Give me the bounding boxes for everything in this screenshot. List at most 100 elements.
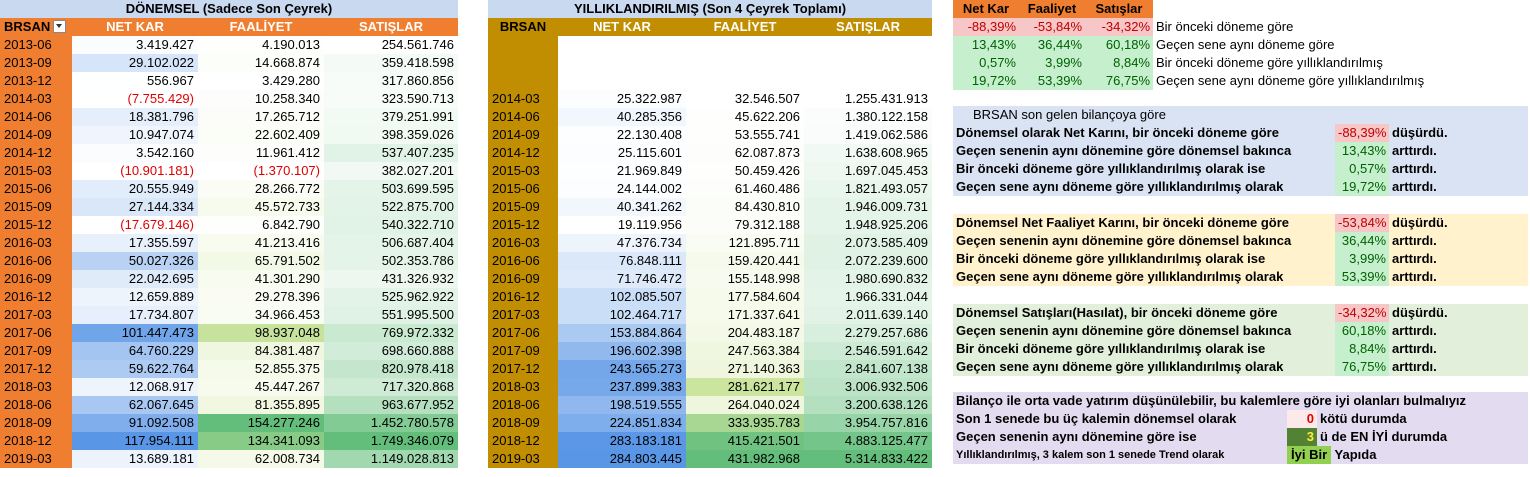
satis-analysis-row: Geçen sene aynı döneme göre yıllıklandır… (953, 358, 1528, 376)
middle-value-cell: 204.483.187 (686, 324, 804, 342)
left-value-cell: 17.265.712 (198, 108, 324, 126)
left-value-cell: 12.068.917 (72, 378, 198, 396)
middle-value-cell: 3.954.757.816 (804, 414, 932, 432)
middle-date-cell: 2014-12 (488, 144, 558, 162)
middle-value-cell: 171.337.641 (686, 306, 804, 324)
middle-value-cell: 198.519.555 (558, 396, 686, 414)
left-value-cell: 45.572.733 (198, 198, 324, 216)
middle-row: 2018-09 224.851.834 333.935.783 3.954.757.8… (488, 414, 932, 432)
analysis-percent: 36,44% (1335, 232, 1389, 250)
middle-table-title: YILLIKLANDIRILMIŞ (Son 4 Çeyrek Toplamı) (488, 0, 932, 18)
middle-value-cell: 196.602.398 (558, 342, 686, 360)
summary-percent-cell: 13,43% (953, 36, 1019, 54)
left-date-cell: 2013-12 (0, 72, 72, 90)
left-row: 2015-09 27.144.334 45.572.733 522.875.700 (0, 198, 458, 216)
middle-header-netkar: NET KAR (558, 18, 686, 36)
left-value-cell: 551.995.500 (324, 306, 458, 324)
middle-value-cell: 2.841.607.138 (804, 360, 932, 378)
middle-date-cell: 2016-09 (488, 270, 558, 288)
left-value-cell: 10.947.074 (72, 126, 198, 144)
middle-value-cell: 21.969.849 (558, 162, 686, 180)
left-value-cell: 537.407.235 (324, 144, 458, 162)
analysis-verdict: arttırdı. (1392, 269, 1437, 284)
summary-label-cell: Bir önceki döneme göre yıllıklandırılmış (1156, 55, 1383, 70)
middle-empty-row (488, 72, 932, 90)
analysis-percent: 76,75% (1335, 358, 1389, 376)
middle-row: 2017-03 102.464.717 171.337.641 2.011.639.1… (488, 306, 932, 324)
middle-value-cell: 3.200.638.126 (804, 396, 932, 414)
conclusion-line2-value: 0 (1287, 410, 1317, 428)
middle-date-cell: 2017-09 (488, 342, 558, 360)
middle-value-cell: 281.621.177 (686, 378, 804, 396)
summary-percent-cell: -53,84% (1019, 18, 1085, 36)
faaliyet-analysis-row: Geçen senenin aynı dönemine göre dönemse… (953, 232, 1528, 250)
netkar-analysis-row: Dönemsel olarak Net Karını, bir önceki d… (953, 124, 1528, 142)
left-value-cell: 769.972.332 (324, 324, 458, 342)
analysis-text: Bir önceki döneme göre yıllıklandırılmış… (956, 251, 1266, 266)
left-date-cell: 2019-03 (0, 450, 72, 468)
filter-dropdown-icon[interactable] (53, 20, 67, 34)
conclusion-line3-text: Geçen senenin aynı dönemine göre ise (956, 429, 1197, 444)
left-value-cell: 27.144.334 (72, 198, 198, 216)
analysis-text: Dönemsel olarak Net Karını, bir önceki d… (956, 125, 1279, 140)
conclusion-line3-tail: ü de EN İYİ durumda (1320, 429, 1448, 444)
left-row: 2014-06 18.381.796 17.265.712 379.251.991 (0, 108, 458, 126)
summary-row: -88,39% -53,84% -34,32% Bir önceki döneme g… (953, 18, 1528, 36)
middle-header-faaliyet: FAALİYET (686, 18, 804, 36)
summary-percent-table: Net Kar Faaliyet Satışlar -88,39% -53,84%… (953, 0, 1528, 90)
middle-value-cell: 102.085.507 (558, 288, 686, 306)
middle-row: 2017-06 153.884.864 204.483.187 2.279.257.6… (488, 324, 932, 342)
analysis-percent: 53,39% (1335, 268, 1389, 286)
middle-row: 2015-03 21.969.849 50.459.426 1.697.045.453 (488, 162, 932, 180)
left-date-cell: 2015-03 (0, 162, 72, 180)
left-value-cell: 820.978.418 (324, 360, 458, 378)
middle-value-cell: 1.980.690.832 (804, 270, 932, 288)
left-header-brsan[interactable]: BRSAN (0, 18, 72, 36)
left-row: 2014-09 10.947.074 22.602.409 398.359.026 (0, 126, 458, 144)
summary-row: 19,72% 53,39% 76,75% Geçen sene aynı döneme… (953, 72, 1528, 90)
left-date-cell: 2013-09 (0, 54, 72, 72)
left-value-cell: 502.353.786 (324, 252, 458, 270)
left-value-cell: 52.855.375 (198, 360, 324, 378)
middle-date-cell: 2017-03 (488, 306, 558, 324)
summary-percent-cell: 76,75% (1085, 72, 1153, 90)
middle-value-cell: 415.421.501 (686, 432, 804, 450)
middle-date-cell: 2019-03 (488, 450, 558, 468)
middle-value-cell: 1.966.331.044 (804, 288, 932, 306)
middle-row: 2014-09 22.130.408 53.555.741 1.419.062.586 (488, 126, 932, 144)
analysis-percent: 19,72% (1335, 178, 1389, 196)
middle-value-cell: 61.460.486 (686, 180, 804, 198)
analysis-verdict: düşürdü. (1392, 125, 1448, 140)
middle-value-cell: 224.851.834 (558, 414, 686, 432)
left-value-cell: 22.042.695 (72, 270, 198, 288)
summary-label-cell: Geçen sene aynı döneme göre (1156, 37, 1335, 52)
middle-value-cell: 121.895.711 (686, 234, 804, 252)
middle-value-cell: 25.115.601 (558, 144, 686, 162)
middle-date-cell: 2016-12 (488, 288, 558, 306)
middle-row: 2017-12 243.565.273 271.140.363 2.841.607.1… (488, 360, 932, 378)
analysis-percent: -88,39% (1335, 124, 1389, 142)
middle-value-cell: 2.546.591.642 (804, 342, 932, 360)
middle-value-cell: 71.746.472 (558, 270, 686, 288)
left-date-cell: 2018-06 (0, 396, 72, 414)
middle-date-cell: 2015-09 (488, 198, 558, 216)
summary-percent-cell: 3,99% (1019, 54, 1085, 72)
left-value-cell: (1.370.107) (198, 162, 324, 180)
analysis-percent: 13,43% (1335, 142, 1389, 160)
left-row: 2018-09 91.092.508 154.277.246 1.452.780.57… (0, 414, 458, 432)
left-value-cell: 62.067.645 (72, 396, 198, 414)
middle-row: 2018-03 237.899.383 281.621.177 3.006.932.5… (488, 378, 932, 396)
left-value-cell: 81.355.895 (198, 396, 324, 414)
middle-value-cell: 24.144.002 (558, 180, 686, 198)
left-value-cell: 522.875.700 (324, 198, 458, 216)
middle-date-cell: 2018-12 (488, 432, 558, 450)
middle-value-cell: 1.821.493.057 (804, 180, 932, 198)
left-value-cell: 91.092.508 (72, 414, 198, 432)
summary-percent-cell: 53,39% (1019, 72, 1085, 90)
middle-date-cell: 2014-06 (488, 108, 558, 126)
summary-percent-cell: 8,84% (1085, 54, 1153, 72)
analysis-percent: 3,99% (1335, 250, 1389, 268)
middle-row: 2014-06 40.285.356 45.622.206 1.380.122.158 (488, 108, 932, 126)
middle-value-cell: 2.011.639.140 (804, 306, 932, 324)
left-value-cell: 317.860.856 (324, 72, 458, 90)
